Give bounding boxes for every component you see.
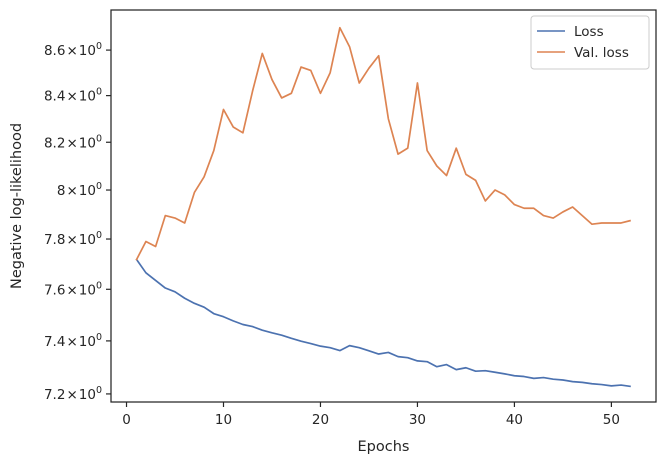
y-tick-label-exp: 0 [96,133,102,144]
y-tick-label-mantissa: 7.6 [44,282,65,298]
y-tick-label-exp: 0 [96,181,102,192]
y-tick-label-base: 10 [79,334,96,350]
y-tick-label: 8.4×100 [44,87,102,105]
series-line-val-loss [135,26,631,261]
y-tick-label-times: × [66,232,77,248]
y-axis-title: Negative log-likelihood [9,123,25,289]
y-tick-label: 8×100 [57,181,102,199]
x-tick-label: 40 [506,412,523,428]
y-tick-label: 7.6×100 [44,280,102,298]
y-tick-label: 7.2×100 [44,385,102,403]
plot-frame [110,9,657,403]
y-tick-label-mantissa: 8 [57,183,66,199]
y-tick-label-times: × [66,183,77,199]
y-tick-label-base: 10 [79,89,96,105]
y-tick-label-base: 10 [79,135,96,151]
y-tick-label-times: × [66,89,77,105]
x-tick-label: 10 [215,412,232,428]
y-tick-label-base: 10 [79,183,96,199]
y-tick-label-mantissa: 8.6 [44,43,65,59]
y-tick-label-exp: 0 [96,41,102,52]
legend-box [530,15,650,70]
y-tick-label-times: × [66,282,77,298]
y-tick-label: 8.6×100 [44,41,102,59]
y-tick-label-times: × [66,43,77,59]
y-tick-label-base: 10 [79,282,96,298]
x-axis-ticks: 0 10 20 30 40 50 [122,402,620,428]
y-tick-label-times: × [66,334,77,350]
y-tick-label-mantissa: 7.8 [44,232,65,248]
series-lines [135,26,631,388]
y-tick-label-exp: 0 [96,385,102,396]
x-tick-label: 20 [312,412,329,428]
x-tick-label: 30 [409,412,426,428]
y-tick-label-mantissa: 7.4 [44,334,65,350]
y-tick-label: 7.8×100 [44,230,102,248]
y-tick-label-exp: 0 [96,87,102,98]
y-tick-label-times: × [66,135,77,151]
legend: Loss Val. loss [530,15,650,70]
y-tick-label-mantissa: 8.2 [44,135,65,151]
legend-label-loss: Loss [574,24,604,40]
y-tick-label-exp: 0 [96,332,102,343]
y-tick-label-base: 10 [79,43,96,59]
legend-label-val-loss: Val. loss [574,45,629,61]
x-tick-label: 0 [122,412,131,428]
y-tick-label: 7.4×100 [44,332,102,350]
y-tick-label: 8.2×100 [44,133,102,151]
y-tick-label-base: 10 [79,387,96,403]
y-tick-label-exp: 0 [96,230,102,241]
x-axis-title: Epochs [358,439,410,455]
series-line-loss [135,258,631,388]
y-tick-label-mantissa: 8.4 [44,89,65,105]
y-tick-label-exp: 0 [96,280,102,291]
x-tick-label: 50 [603,412,620,428]
y-axis-ticks: 7.2×1007.4×1007.6×1007.8×1008×1008.2×100… [44,41,111,403]
y-tick-label-mantissa: 7.2 [44,387,65,403]
y-tick-label-times: × [66,387,77,403]
y-tick-label-base: 10 [79,232,96,248]
